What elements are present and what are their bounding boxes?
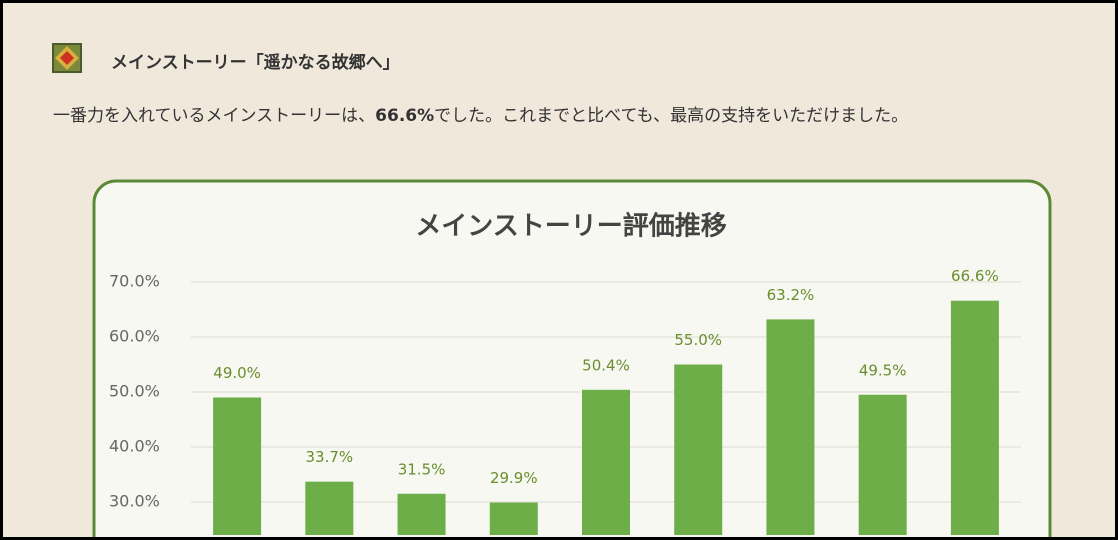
section-title: メインストーリー「遥かなる故郷へ」 bbox=[111, 53, 400, 73]
value-label: 66.6% bbox=[951, 267, 999, 285]
bar bbox=[950, 300, 999, 535]
chart-title: メインストーリー評価推移 bbox=[415, 211, 726, 242]
y-tick-label: 30.0% bbox=[109, 492, 160, 511]
title-icon bbox=[52, 43, 82, 73]
value-label: 49.0% bbox=[213, 364, 261, 382]
bar bbox=[674, 364, 723, 535]
value-label: 63.2% bbox=[767, 286, 815, 304]
value-label: 31.5% bbox=[398, 460, 446, 478]
y-tick-label: 70.0% bbox=[109, 272, 160, 291]
text: 一番力を入れているメインストーリーは、 bbox=[53, 106, 376, 126]
bar bbox=[766, 319, 815, 535]
value-label: 55.0% bbox=[674, 331, 722, 349]
value-label: 29.9% bbox=[490, 469, 538, 487]
text: でした。これまでと比べても、最高の支持をいただけました。 bbox=[434, 106, 909, 126]
bar bbox=[213, 397, 262, 535]
value-label: 50.4% bbox=[582, 356, 630, 374]
bar bbox=[305, 481, 354, 535]
bar bbox=[397, 493, 446, 535]
bar bbox=[489, 502, 538, 535]
chart: メインストーリー評価推移 30.0% 40.0% 50.0% 60.0% 70.0% 49… bbox=[92, 179, 1052, 537]
bar bbox=[858, 394, 907, 535]
value-label: 33.7% bbox=[306, 448, 354, 466]
y-tick-label: 60.0% bbox=[109, 327, 160, 346]
y-tick-label: 50.0% bbox=[109, 382, 160, 401]
bar bbox=[582, 389, 630, 535]
value-label: 49.5% bbox=[859, 361, 907, 379]
highlight: 66.6% bbox=[375, 106, 435, 126]
paragraph: 一番力を入れているメインストーリーは、66.6%でした。これまでと比べても、最高… bbox=[53, 101, 908, 126]
y-tick-label: 40.0% bbox=[109, 437, 160, 456]
